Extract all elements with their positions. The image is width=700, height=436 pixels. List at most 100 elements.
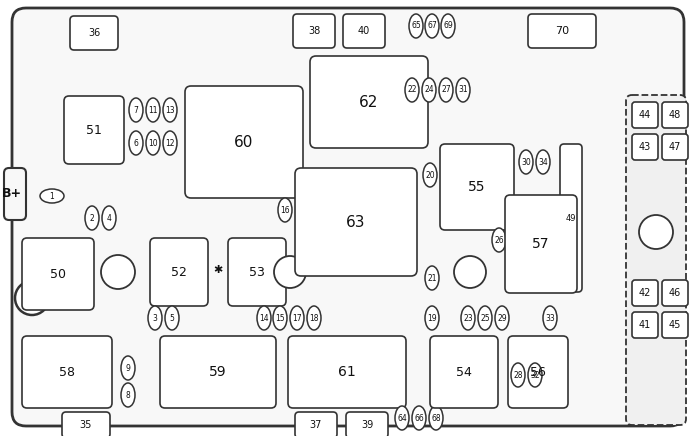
FancyBboxPatch shape [160,336,276,408]
FancyBboxPatch shape [632,134,658,160]
Text: 3: 3 [153,313,158,323]
Ellipse shape [425,14,439,38]
FancyBboxPatch shape [662,102,688,128]
FancyBboxPatch shape [662,134,688,160]
Text: B+: B+ [2,187,22,200]
FancyBboxPatch shape [295,412,337,436]
Ellipse shape [163,98,177,122]
Text: 33: 33 [545,313,555,323]
Ellipse shape [163,131,177,155]
Text: 5: 5 [169,313,174,323]
Text: 40: 40 [358,26,370,36]
Ellipse shape [85,206,99,230]
FancyBboxPatch shape [288,336,406,408]
Text: 61: 61 [338,365,356,379]
Text: 20: 20 [425,170,435,180]
Text: 6: 6 [134,139,139,147]
Ellipse shape [129,131,143,155]
FancyBboxPatch shape [430,336,498,408]
Ellipse shape [40,189,64,203]
FancyBboxPatch shape [293,14,335,48]
Text: 49: 49 [566,214,576,222]
Text: 45: 45 [668,320,681,330]
Ellipse shape [461,306,475,330]
FancyBboxPatch shape [528,14,596,48]
Text: 60: 60 [234,134,253,150]
Text: 62: 62 [359,95,379,109]
Text: 29: 29 [497,313,507,323]
Text: 59: 59 [209,365,227,379]
Ellipse shape [278,198,292,222]
Text: 8: 8 [125,391,130,399]
FancyBboxPatch shape [22,238,94,310]
Text: 36: 36 [88,28,100,38]
Text: 15: 15 [275,313,285,323]
Ellipse shape [290,306,304,330]
FancyBboxPatch shape [560,144,582,292]
Ellipse shape [456,78,470,102]
FancyBboxPatch shape [632,312,658,338]
Text: 13: 13 [165,106,175,115]
Text: 24: 24 [424,85,434,95]
Ellipse shape [478,306,492,330]
FancyBboxPatch shape [508,336,568,408]
FancyBboxPatch shape [346,412,388,436]
Text: 25: 25 [480,313,490,323]
Ellipse shape [102,206,116,230]
FancyBboxPatch shape [12,8,684,426]
Text: 65: 65 [411,21,421,31]
Ellipse shape [495,306,509,330]
FancyBboxPatch shape [22,336,112,408]
FancyBboxPatch shape [632,280,658,306]
Ellipse shape [395,406,409,430]
Text: 16: 16 [280,205,290,215]
Text: 67: 67 [427,21,437,31]
Text: 23: 23 [463,313,473,323]
Ellipse shape [543,306,557,330]
Text: 1: 1 [50,191,55,201]
Text: 26: 26 [494,235,504,245]
Text: 50: 50 [50,268,66,280]
Text: 7: 7 [134,106,139,115]
Ellipse shape [425,266,439,290]
Ellipse shape [146,131,160,155]
Text: 27: 27 [441,85,451,95]
Text: 51: 51 [86,123,102,136]
Text: 22: 22 [407,85,416,95]
Circle shape [15,281,49,315]
Text: 17: 17 [292,313,302,323]
Ellipse shape [441,14,455,38]
Ellipse shape [307,306,321,330]
Ellipse shape [536,150,550,174]
Text: 43: 43 [639,142,651,152]
Text: 48: 48 [669,110,681,120]
Text: 37: 37 [310,420,322,430]
Text: 58: 58 [59,365,75,378]
Ellipse shape [121,383,135,407]
Text: 53: 53 [249,266,265,279]
FancyBboxPatch shape [440,144,514,230]
Ellipse shape [273,306,287,330]
Ellipse shape [492,228,506,252]
Ellipse shape [165,306,179,330]
Circle shape [101,255,135,289]
Circle shape [454,256,486,288]
Ellipse shape [409,14,423,38]
Ellipse shape [423,163,437,187]
Text: 63: 63 [346,215,365,229]
Ellipse shape [405,78,419,102]
Text: 35: 35 [80,420,92,430]
Text: 64: 64 [397,413,407,422]
FancyBboxPatch shape [310,56,428,148]
Text: 55: 55 [468,180,486,194]
FancyBboxPatch shape [62,412,110,436]
Text: 57: 57 [532,237,550,251]
Text: ✱: ✱ [214,265,223,275]
FancyBboxPatch shape [505,195,577,293]
FancyBboxPatch shape [150,238,208,306]
Text: 12: 12 [165,139,175,147]
Circle shape [274,256,306,288]
Text: 28: 28 [513,371,523,379]
Text: 2: 2 [90,214,95,222]
Text: 34: 34 [538,157,548,167]
